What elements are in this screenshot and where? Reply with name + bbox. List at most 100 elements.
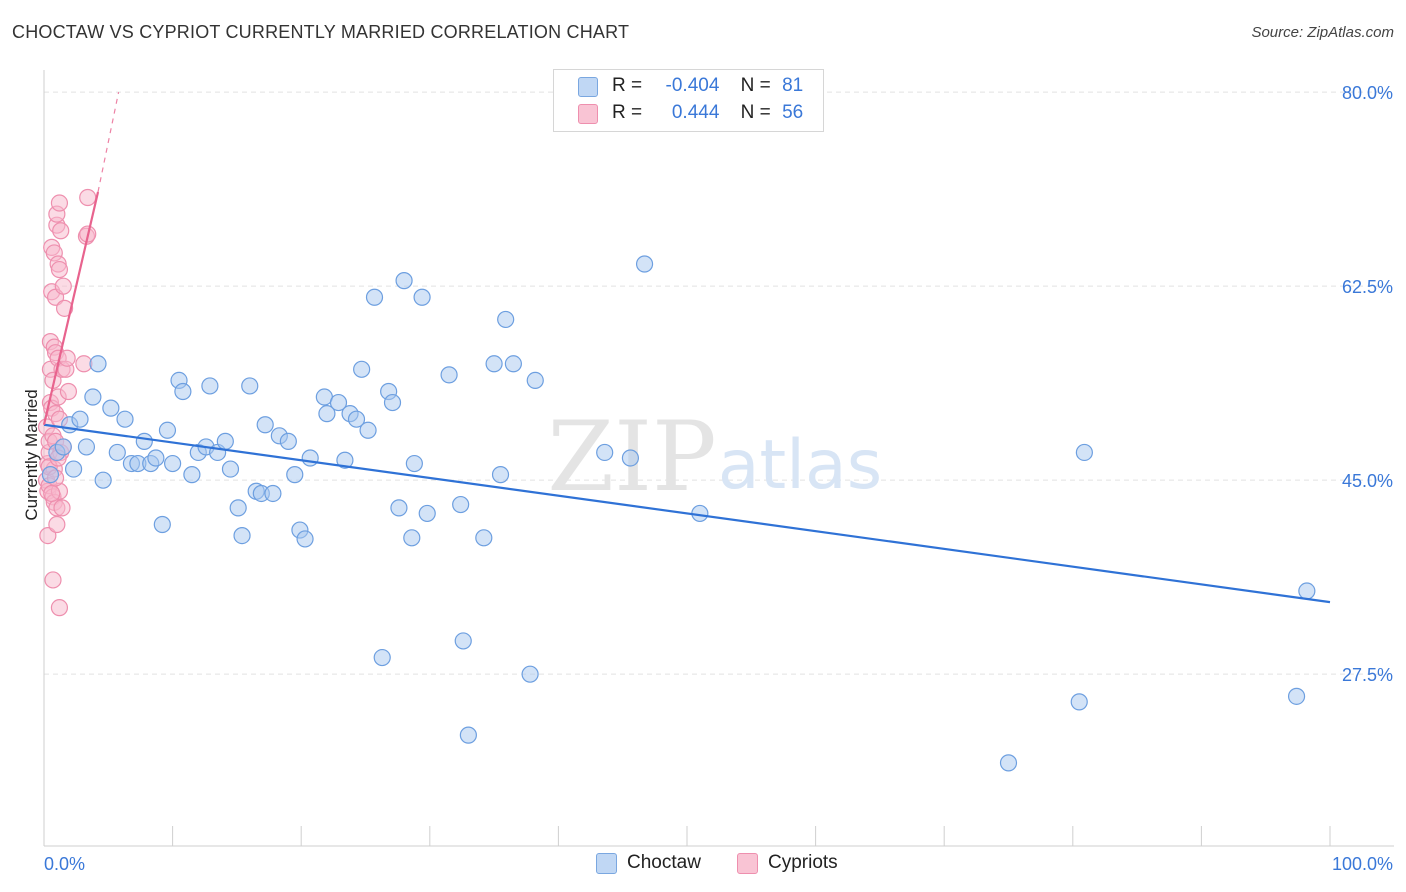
choctaw-point bbox=[221, 460, 240, 478]
chart-title: CHOCTAW VS CYPRIOT CURRENTLY MARRIED COR… bbox=[12, 22, 630, 42]
choctaw-point bbox=[241, 377, 259, 395]
choctaw-point bbox=[621, 449, 640, 467]
choctaw-point bbox=[336, 451, 354, 469]
choctaw-point bbox=[286, 466, 304, 484]
y-tick-label: 80.0% bbox=[1342, 83, 1393, 103]
choctaw-legend-label: Choctaw bbox=[627, 852, 701, 873]
choctaw-point bbox=[395, 272, 413, 290]
choctaw-swatch bbox=[578, 77, 598, 97]
cypriot-point bbox=[43, 484, 61, 503]
legend-n-label: N = bbox=[740, 75, 771, 96]
choctaw-point bbox=[329, 393, 348, 412]
x-tick-label-min: 0.0% bbox=[44, 854, 85, 874]
grid-lines bbox=[44, 91, 1394, 675]
choctaw-point bbox=[359, 421, 377, 439]
choctaw-point bbox=[174, 382, 192, 401]
choctaw-legend-swatch bbox=[596, 853, 617, 874]
cypriot-point bbox=[39, 526, 57, 545]
choctaw-point bbox=[353, 360, 371, 378]
choctaw-point bbox=[296, 530, 314, 548]
choctaw-point bbox=[301, 449, 319, 467]
y-tick-label: 45.0% bbox=[1342, 471, 1393, 491]
choctaw-point bbox=[183, 466, 201, 484]
cypriot-swatch bbox=[578, 104, 598, 124]
choctaw-point bbox=[279, 432, 297, 450]
choctaw-point bbox=[201, 377, 219, 395]
choctaw-point bbox=[89, 355, 107, 373]
choctaw-point bbox=[497, 310, 515, 329]
choctaw-point bbox=[116, 410, 134, 428]
cypriot-point bbox=[54, 277, 72, 295]
choctaw-point bbox=[54, 438, 72, 456]
choctaw-point bbox=[491, 466, 510, 484]
choctaw-point bbox=[135, 432, 153, 450]
choctaw-point bbox=[216, 432, 234, 450]
legend-r-value: -0.404 bbox=[665, 75, 720, 96]
choctaw-point bbox=[84, 388, 102, 406]
choctaw-point bbox=[373, 648, 391, 667]
choctaw-point bbox=[452, 495, 470, 514]
choctaw-trend-line bbox=[43, 423, 1331, 604]
choctaw-point bbox=[526, 371, 544, 389]
choctaw-point bbox=[485, 355, 503, 373]
choctaw-point bbox=[77, 438, 96, 456]
choctaw-point bbox=[158, 421, 177, 439]
x-tick-label-max: 100.0% bbox=[1332, 854, 1393, 874]
cypriot-legend-swatch bbox=[737, 853, 758, 874]
cypriot-point bbox=[55, 299, 74, 317]
choctaw-point bbox=[403, 529, 421, 547]
cypriot-legend-label: Cypriots bbox=[768, 852, 838, 873]
y-tick-label: 62.5% bbox=[1342, 277, 1393, 297]
y-tick-label: 27.5% bbox=[1342, 665, 1393, 685]
cypriot-point bbox=[53, 499, 71, 517]
choctaw-point bbox=[440, 366, 458, 384]
choctaw-point bbox=[1075, 443, 1093, 462]
choctaw-point bbox=[164, 454, 182, 473]
choctaw-point bbox=[64, 460, 83, 478]
choctaw-point bbox=[71, 410, 89, 428]
legend-r-label: R = bbox=[612, 75, 643, 96]
choctaw-point bbox=[475, 529, 493, 547]
choctaw-point bbox=[102, 399, 120, 417]
y-axis-label: Currently Married bbox=[22, 389, 41, 521]
cypriot-point bbox=[50, 194, 69, 212]
legend-n-value: 81 bbox=[782, 75, 804, 96]
choctaw-points bbox=[41, 255, 1316, 772]
choctaw-point bbox=[596, 443, 614, 462]
choctaw-point bbox=[418, 504, 436, 523]
choctaw-point bbox=[147, 449, 165, 467]
choctaw-point bbox=[1298, 582, 1316, 600]
legend-r-value: 0.444 bbox=[671, 102, 720, 123]
choctaw-point bbox=[504, 355, 522, 373]
choctaw-point bbox=[365, 288, 384, 306]
choctaw-point bbox=[318, 405, 336, 423]
choctaw-point bbox=[229, 499, 247, 517]
cypriot-point bbox=[50, 260, 69, 279]
trend-lines bbox=[42, 92, 1331, 604]
cypriot-point bbox=[79, 188, 97, 207]
choctaw-point bbox=[264, 484, 282, 503]
choctaw-point bbox=[233, 526, 251, 545]
cypriot-point bbox=[52, 222, 70, 240]
choctaw-point bbox=[999, 754, 1018, 772]
choctaw-point bbox=[459, 726, 477, 744]
choctaw-point bbox=[256, 416, 274, 434]
choctaw-point bbox=[413, 288, 431, 306]
cypriot-point bbox=[50, 599, 69, 617]
choctaw-point bbox=[153, 515, 171, 534]
choctaw-point bbox=[521, 665, 539, 683]
choctaw-point bbox=[94, 471, 112, 489]
choctaw-point bbox=[41, 466, 60, 484]
source-label: Source: ZipAtlas.com bbox=[1251, 24, 1394, 41]
choctaw-point bbox=[1287, 687, 1306, 705]
choctaw-point bbox=[454, 632, 472, 650]
watermark-atlas: atlas bbox=[718, 426, 882, 505]
cypriot-point bbox=[48, 515, 66, 534]
legend-r-label: R = bbox=[612, 102, 643, 123]
choctaw-point bbox=[635, 255, 654, 273]
choctaw-point bbox=[383, 393, 402, 412]
choctaw-point bbox=[347, 410, 366, 428]
correlation-legend: R = -0.404 N = 81 R = 0.444 N = 56 bbox=[553, 69, 824, 132]
legend-n-label: N = bbox=[740, 102, 771, 123]
